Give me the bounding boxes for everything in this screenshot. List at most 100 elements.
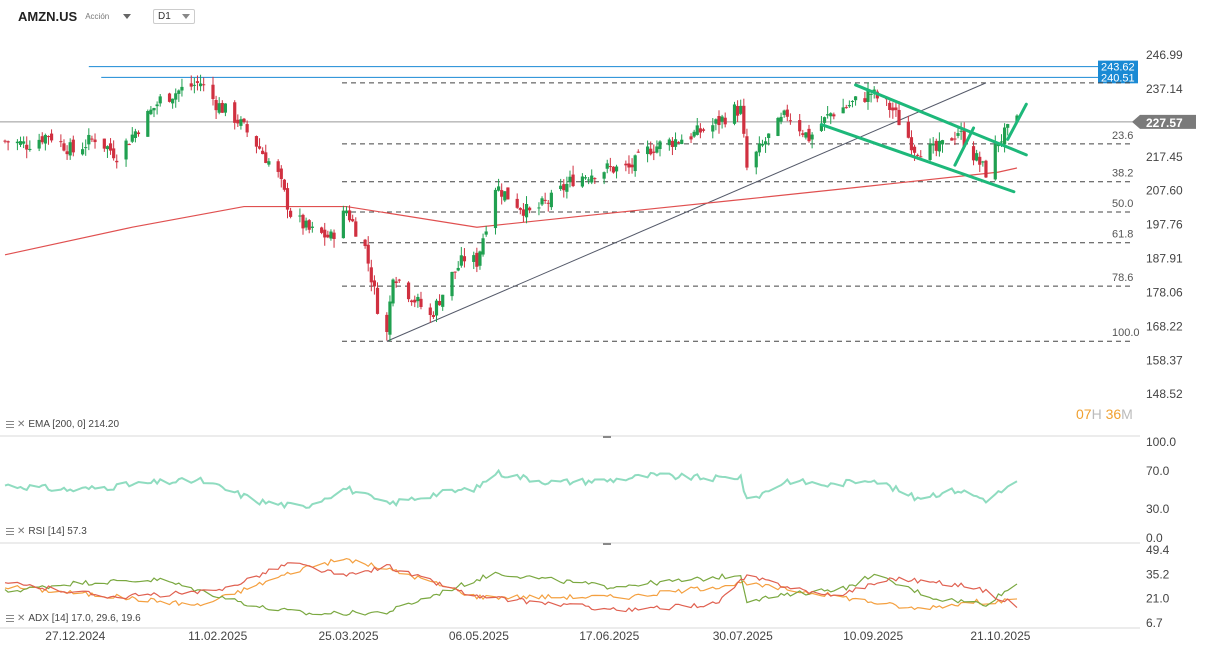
candle-body xyxy=(767,133,771,138)
rsi-axis-label: 100.0 xyxy=(1146,435,1176,449)
candle-body xyxy=(742,105,746,134)
time-axis-label: 11.02.2025 xyxy=(188,629,247,643)
candle-body xyxy=(894,107,898,111)
price-tick-label: 168.22 xyxy=(1146,319,1183,333)
indicator-settings-icon[interactable] xyxy=(6,421,14,428)
candles-group xyxy=(3,74,1019,342)
fib-level-label: 23.6 xyxy=(1112,130,1133,142)
candle-body xyxy=(919,156,923,158)
candle-body xyxy=(807,128,811,142)
candle-body xyxy=(28,148,32,150)
candle-body xyxy=(798,120,802,132)
candle-body xyxy=(341,210,345,239)
candle-body xyxy=(863,98,867,102)
pane-resize-handle[interactable] xyxy=(603,543,611,545)
time-axis-label: 17.06.2025 xyxy=(579,629,639,643)
candle-body xyxy=(804,132,808,138)
candle-body xyxy=(472,255,476,262)
candle-body xyxy=(416,296,420,302)
candle-body xyxy=(239,119,243,126)
chevron-down-icon xyxy=(182,14,190,19)
candle-body xyxy=(916,154,920,156)
price-tick-label: 237.14 xyxy=(1146,82,1183,96)
candle-body xyxy=(214,100,218,111)
resistance-price-label: 243.62 xyxy=(1101,62,1135,74)
remove-indicator-icon[interactable]: ✕ xyxy=(17,613,26,624)
candle-body xyxy=(950,138,954,141)
candle-body xyxy=(692,131,696,137)
candle-body xyxy=(739,105,743,114)
candle-body xyxy=(307,220,311,230)
pane-resize-handle[interactable] xyxy=(603,436,611,438)
candle-body xyxy=(658,141,662,150)
fib-level-label: 100.0 xyxy=(1112,327,1140,339)
timeframe-select[interactable]: D1 xyxy=(153,9,195,24)
candle-body xyxy=(323,229,327,238)
candle-body xyxy=(419,298,423,307)
resistance-price-label: 240.51 xyxy=(1101,72,1135,84)
candle-body xyxy=(282,179,286,190)
candle-body xyxy=(580,176,584,187)
candle-body xyxy=(254,136,259,147)
candle-body xyxy=(130,134,134,142)
candle-body xyxy=(288,210,293,217)
candle-body xyxy=(897,109,901,126)
candle-body xyxy=(43,134,47,144)
candle-body xyxy=(776,117,780,136)
candle-body xyxy=(906,121,910,138)
candle-body xyxy=(3,140,7,142)
candle-body xyxy=(608,166,612,168)
candle-body xyxy=(438,300,442,306)
candle-body xyxy=(891,107,895,111)
candle-body xyxy=(385,314,389,332)
candle-body xyxy=(633,155,637,172)
candle-body xyxy=(478,251,482,266)
candle-body xyxy=(760,143,765,146)
candle-body xyxy=(245,124,249,133)
candle-body xyxy=(1002,127,1007,145)
candle-body xyxy=(1006,124,1010,128)
candle-body xyxy=(540,198,544,205)
candle-body xyxy=(673,139,678,147)
rsi-axis-label: 70.0 xyxy=(1146,464,1170,478)
candle-body xyxy=(410,300,414,303)
candle-body xyxy=(71,139,75,153)
candle-body xyxy=(115,160,119,163)
rsi-axis-label: 0.0 xyxy=(1146,531,1163,545)
candle-body xyxy=(456,267,460,271)
candle-body xyxy=(152,107,156,111)
candle-body xyxy=(711,125,715,132)
candle-body xyxy=(630,164,634,168)
candle-body xyxy=(543,199,547,201)
candle-body xyxy=(493,189,498,229)
symbol-dropdown-chevron-icon[interactable] xyxy=(123,14,132,19)
rsi-line xyxy=(4,468,1018,510)
symbol-name: AMZN.US xyxy=(18,9,78,24)
ema-indicator-text: EMA [200, 0] 214.20 xyxy=(28,419,120,430)
candle-body xyxy=(434,300,439,316)
time-axis-label: 25.03.2025 xyxy=(318,629,378,643)
candle-body xyxy=(736,106,740,116)
candle-body xyxy=(81,149,85,155)
remove-indicator-icon[interactable]: ✕ xyxy=(17,419,26,430)
indicator-settings-icon[interactable] xyxy=(6,615,14,622)
indicator-settings-icon[interactable] xyxy=(6,528,14,535)
candle-body xyxy=(25,144,29,150)
candle-body xyxy=(546,202,550,204)
adx-axis-label: 49.4 xyxy=(1146,543,1170,557)
candle-body xyxy=(344,210,349,214)
remove-indicator-icon[interactable]: ✕ xyxy=(17,526,26,537)
candle-body xyxy=(65,151,69,155)
candle-body xyxy=(124,140,128,160)
candle-body xyxy=(146,110,150,137)
candle-body xyxy=(49,133,54,141)
resistance-price-tag xyxy=(1098,60,1138,73)
candle-body xyxy=(236,119,240,124)
candle-body xyxy=(931,143,935,146)
candle-body xyxy=(59,141,63,143)
candle-body xyxy=(242,118,246,123)
candle-body xyxy=(220,102,224,113)
fib-level-label: 50.0 xyxy=(1112,198,1133,210)
candle-body xyxy=(872,89,876,92)
